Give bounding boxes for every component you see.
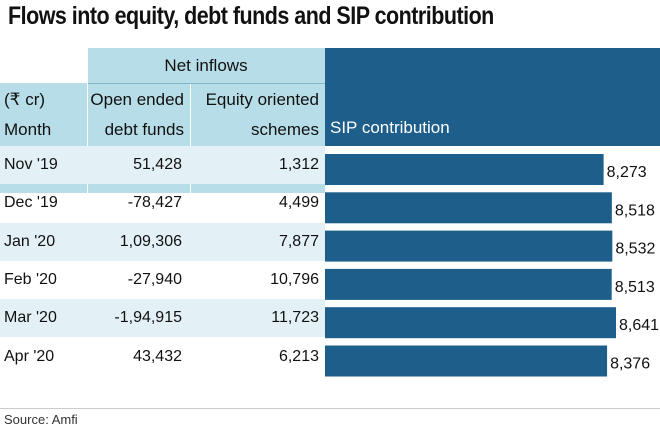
month-cell: Mar '20 — [4, 309, 57, 327]
sip-value-label: 8,513 — [615, 279, 655, 296]
table-row: Apr '20 43,432 6,213 — [0, 338, 325, 376]
sip-header-block — [325, 48, 660, 146]
month-column-header: Month — [4, 120, 52, 139]
sip-bar — [325, 192, 612, 224]
equity-value-cell: 11,723 — [271, 309, 319, 327]
chart-title: Flows into equity, debt funds and SIP co… — [8, 2, 494, 30]
equity-value-cell: 10,796 — [270, 270, 319, 288]
source-note: Source: Amfi — [4, 412, 78, 427]
data-table: Net inflows (₹ cr) Month Open ended debt… — [0, 48, 325, 408]
sip-value-label: 8,518 — [615, 202, 655, 219]
debt-value-cell: 1,09,306 — [119, 232, 182, 250]
equity-column-header-line1: Equity oriented — [205, 90, 319, 109]
table-row: Dec '19 -78,427 4,499 — [0, 184, 325, 222]
table-row: Feb '20 -27,940 10,796 — [0, 261, 325, 299]
debt-column-header-line2: debt funds — [104, 120, 184, 139]
month-cell: Apr '20 — [4, 347, 55, 365]
sip-bar — [325, 307, 616, 339]
equity-value-cell: 7,877 — [278, 232, 319, 250]
month-cell: Dec '19 — [4, 194, 58, 212]
debt-column-header-line1: Open ended — [90, 90, 184, 109]
sip-value-label: 8,532 — [615, 241, 655, 258]
sip-value-label: 8,273 — [607, 164, 647, 181]
equity-column-header-line2: schemes — [250, 120, 319, 139]
net-inflows-header: Net inflows — [87, 48, 325, 83]
equity-value-cell: 6,213 — [278, 347, 319, 365]
footer-divider — [0, 408, 660, 409]
header-blank-cell — [0, 48, 87, 83]
sip-bar — [325, 230, 613, 262]
sip-bar-chart: 8,273 8,518 8,532 8,513 8,641 8,376 — [325, 154, 659, 377]
sip-value-label: 8,376 — [610, 356, 650, 373]
sip-bar — [325, 154, 604, 185]
sip-value-label: 8,641 — [619, 317, 659, 334]
table-row: Nov '19 51,428 1,312 — [0, 146, 325, 184]
sip-bar — [325, 268, 612, 300]
month-cell: Feb '20 — [4, 270, 57, 288]
debt-value-cell: -78,427 — [127, 194, 182, 212]
equity-value-cell: 1,312 — [278, 156, 319, 173]
unit-label: (₹ cr) — [4, 90, 46, 109]
sip-column-header: SIP contribution — [330, 118, 450, 137]
header-divider — [87, 83, 325, 84]
month-cell: Nov '19 — [4, 156, 58, 173]
debt-value-cell: 51,428 — [133, 156, 182, 173]
equity-value-cell: 4,499 — [278, 194, 319, 212]
table-row: Jan '20 1,09,306 7,877 — [0, 222, 325, 261]
debt-value-cell: -27,940 — [127, 270, 182, 288]
sip-bar — [325, 345, 608, 377]
table-row: Mar '20 -1,94,915 11,723 — [0, 299, 325, 338]
debt-value-cell: 43,432 — [133, 347, 182, 365]
debt-value-cell: -1,94,915 — [114, 309, 182, 327]
month-cell: Jan '20 — [4, 232, 56, 250]
